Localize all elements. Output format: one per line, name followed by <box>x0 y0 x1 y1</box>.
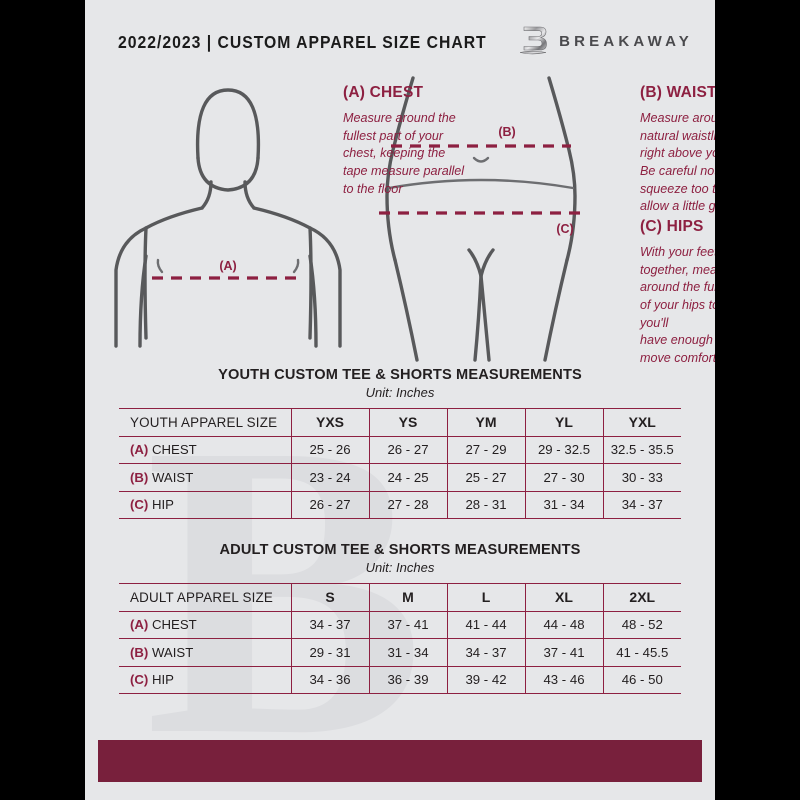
youth-row-chest: (A) CHEST 25 - 26 26 - 27 27 - 29 29 - 32.5 3… <box>119 435 681 464</box>
adult-row-waist-cell-4: 37 - 41 <box>525 638 604 667</box>
youth-row-hip-cell-1: 26 - 27 <box>291 490 370 519</box>
youth-row-hip-tag: (C) <box>130 497 149 513</box>
youth-table-title: YOUTH CUSTOM TEE & SHORTS MEASUREMENTS <box>218 367 582 383</box>
chest-text: Measure around the fullest part of your … <box>343 111 465 196</box>
upper-body-figure: (A) <box>114 88 342 348</box>
hips-heading: (C) HIPS <box>640 218 704 235</box>
adult-row-hip: (C) HIP 34 - 36 36 - 39 39 - 42 43 - 46 46 - … <box>119 665 681 694</box>
adult-row-chest-cell-4: 44 - 48 <box>525 610 604 639</box>
youth-row-hip-cell-4: 31 - 34 <box>525 490 604 519</box>
lower-body-figure: (B) (C) <box>379 76 581 362</box>
adult-row-waist-cell-1: 29 - 31 <box>291 638 370 667</box>
adult-row-chest-cell-1: 34 - 37 <box>291 610 370 639</box>
youth-row-waist: (B) WAIST 23 - 24 24 - 25 25 - 27 27 - 30 30 … <box>119 463 681 492</box>
body-diagrams: (A) (B) (C) (A) CHEST <box>85 70 715 370</box>
adult-row-hip-cell-4: 43 - 46 <box>525 665 604 694</box>
adult-row-chest: (A) CHEST 34 - 37 37 - 41 41 - 44 44 - 48 48 … <box>119 610 681 639</box>
waist-heading: (B) WAIST <box>640 84 715 101</box>
adult-size-header: ADULT APPAREL SIZE <box>119 583 292 612</box>
youth-size-yxl: YXL <box>603 408 681 437</box>
adult-row-waist-cell-3: 34 - 37 <box>447 638 526 667</box>
adult-row-waist: (B) WAIST 29 - 31 31 - 34 34 - 37 37 - 41 41 … <box>119 638 681 667</box>
chest-marker-label: (A) <box>219 259 236 273</box>
footer-bar <box>98 740 702 782</box>
youth-row-chest-cell-1: 25 - 26 <box>291 435 370 464</box>
breakaway-b-monogram-icon <box>520 26 547 55</box>
youth-row-chest-cell-4: 29 - 32.5 <box>525 435 604 464</box>
youth-header-row: YOUTH APPAREL SIZE YXS YS YM YL YXL <box>119 408 681 437</box>
chest-heading: (A) CHEST <box>343 84 424 101</box>
adult-size-table: ADULT APPAREL SIZE S M L XL 2XL (A) CHEST 34 - … <box>119 583 681 694</box>
adult-size-s: S <box>291 583 370 612</box>
youth-row-chest-cell-5: 32.5 - 35.5 <box>603 435 681 464</box>
youth-row-chest-cell-3: 27 - 29 <box>447 435 526 464</box>
waist-description: (B) WAIST Measure around your natural wa… <box>640 84 715 216</box>
youth-row-waist-tag: (B) <box>130 469 149 485</box>
adult-row-waist-cell-5: 41 - 45.5 <box>603 638 681 667</box>
chest-description: (A) CHEST Measure around the fullest par… <box>343 84 483 198</box>
adult-size-xl: XL <box>525 583 604 612</box>
page-header: 2022/2023 | CUSTOM APPAREL SIZE CHART BR… <box>85 22 715 62</box>
youth-row-hip: (C) HIP 26 - 27 27 - 28 28 - 31 31 - 34 34 - … <box>119 490 681 519</box>
youth-size-table-block: YOUTH CUSTOM TEE & SHORTS MEASUREMENTS U… <box>85 367 715 519</box>
youth-table-unit: Unit: Inches <box>365 385 435 400</box>
youth-size-header: YOUTH APPAREL SIZE <box>119 408 292 437</box>
brand-name: BREAKAWAY <box>559 32 693 50</box>
adult-row-hip-cell-3: 39 - 42 <box>447 665 526 694</box>
adult-header-row: ADULT APPAREL SIZE S M L XL 2XL <box>119 583 681 612</box>
youth-row-chest-tag: (A) <box>130 442 149 458</box>
adult-row-waist-cell-2: 31 - 34 <box>369 638 448 667</box>
adult-row-chest-cell-5: 48 - 52 <box>603 610 681 639</box>
adult-row-hip-cell-2: 36 - 39 <box>369 665 448 694</box>
adult-row-waist-label: (B) WAIST <box>119 638 292 667</box>
youth-row-waist-cell-5: 30 - 33 <box>603 463 681 492</box>
adult-size-l: L <box>447 583 526 612</box>
adult-table-title: ADULT CUSTOM TEE & SHORTS MEASUREMENTS <box>219 542 581 558</box>
adult-size-m: M <box>369 583 448 612</box>
youth-row-hip-label: (C) HIP <box>119 490 292 519</box>
adult-row-chest-cell-2: 37 - 41 <box>369 610 448 639</box>
youth-row-waist-cell-3: 25 - 27 <box>447 463 526 492</box>
adult-row-hip-tag: (C) <box>130 672 149 688</box>
adult-row-chest-label: (A) CHEST <box>119 610 292 639</box>
adult-row-hip-cell-1: 34 - 36 <box>291 665 370 694</box>
size-chart-page: B 2022/2023 | CUSTOM APPAREL SIZE CHART <box>85 0 715 800</box>
youth-size-ys: YS <box>369 408 448 437</box>
youth-row-hip-cell-5: 34 - 37 <box>603 490 681 519</box>
youth-row-waist-cell-1: 23 - 24 <box>291 463 370 492</box>
waist-marker-label: (B) <box>498 125 515 139</box>
adult-row-hip-label: (C) HIP <box>119 665 292 694</box>
adult-row-waist-tag: (B) <box>130 644 149 660</box>
page-title: 2022/2023 | CUSTOM APPAREL SIZE CHART <box>118 31 487 52</box>
brand-logo: BREAKAWAY <box>518 24 693 58</box>
youth-row-chest-label: (A) CHEST <box>119 435 292 464</box>
adult-size-table-block: ADULT CUSTOM TEE & SHORTS MEASUREMENTS U… <box>85 542 715 694</box>
waist-text: Measure around your natural waistline – … <box>640 111 715 214</box>
youth-row-waist-cell-4: 27 - 30 <box>525 463 604 492</box>
adult-row-chest-cell-3: 41 - 44 <box>447 610 526 639</box>
youth-row-waist-cell-2: 24 - 25 <box>369 463 448 492</box>
hip-marker-label: (C) <box>556 222 573 236</box>
youth-row-hip-cell-3: 28 - 31 <box>447 490 526 519</box>
adult-size-2xl: 2XL <box>603 583 681 612</box>
adult-table-unit: Unit: Inches <box>365 560 435 575</box>
youth-row-waist-label: (B) WAIST <box>119 463 292 492</box>
youth-row-hip-cell-2: 27 - 28 <box>369 490 448 519</box>
adult-row-hip-cell-5: 46 - 50 <box>603 665 681 694</box>
youth-size-table: YOUTH APPAREL SIZE YXS YS YM YL YXL (A) CHEST 2… <box>119 408 681 519</box>
youth-row-chest-cell-2: 26 - 27 <box>369 435 448 464</box>
adult-row-chest-tag: (A) <box>130 617 149 633</box>
youth-size-yxs: YXS <box>291 408 370 437</box>
youth-size-ym: YM <box>447 408 526 437</box>
youth-size-yl: YL <box>525 408 604 437</box>
